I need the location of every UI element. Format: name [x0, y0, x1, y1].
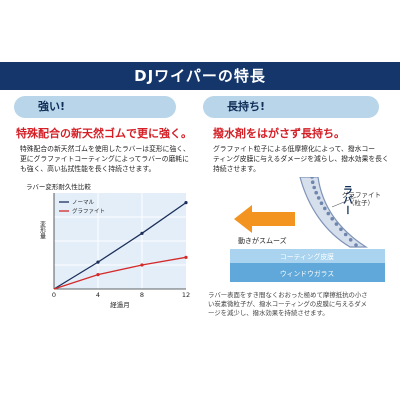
strength-body-line: も強く、高い払拭性能を長く持続させます。 [20, 165, 156, 173]
rubber-label: ラバー [341, 185, 353, 215]
longevity-badge: 長持ち! [203, 96, 379, 118]
x-tick-label: 12 [182, 291, 190, 299]
longevity-body-line: 持続させます。 [213, 165, 260, 173]
strength-body-line: 更にグラファイトコーティングによってラバーの磨耗に [20, 155, 189, 163]
strength-headline: 特殊配合の新天然ゴムで更に強く。 [16, 127, 192, 140]
series-point [184, 201, 188, 205]
graphite-particle [354, 243, 358, 247]
wiper-diagram: ラバー グラファイト （粒子） 動きがスムーズ コーティング皮膜 ウィンドウガラ… [230, 177, 385, 282]
graphite-particle [323, 206, 327, 211]
graphite-label-sub: （粒子） [348, 198, 374, 207]
strength-body: 特殊配合の新天然ゴムを使用したラバーは変形に強く、 更にグラファイトコーティング… [20, 144, 195, 174]
diagram-note-line: い炭素微粒子が、撥水コーティングの皮膜に与えるダメ [208, 300, 367, 308]
graphite-particle [326, 211, 331, 216]
strength-badge: 強い! [14, 96, 176, 118]
graphite-particle [319, 201, 324, 205]
series-line-graphite [53, 256, 187, 290]
glass-label: ウィンドウガラス [280, 269, 334, 278]
strength-badge-label: 強い! [38, 100, 66, 113]
rubber-strip [299, 177, 369, 248]
graphite-particles [310, 177, 358, 247]
longevity-body-line: ティング皮膜に与えるダメージを減らし、撥水効果を長く [213, 155, 389, 163]
graphite-particle [314, 190, 318, 195]
x-tick-label: 8 [140, 291, 144, 299]
series-point [184, 255, 188, 259]
graphite-particle [310, 180, 315, 184]
motion-arrow-icon [234, 205, 295, 233]
banner-title: DJワイパーの特長 [134, 67, 266, 85]
graphite-particle [312, 185, 316, 190]
series-point [140, 231, 144, 235]
strength-body-line: 特殊配合の新天然ゴムを使用したラバーは変形に強く、 [20, 145, 190, 153]
series-point [96, 273, 100, 277]
longevity-body: グラファイト粒子による低摩擦化によって、撥水コー ティング皮膜に与えるダメージを… [213, 144, 395, 174]
graphite-leader-line [331, 196, 357, 208]
motion-label: 動きがスムーズ [238, 236, 287, 245]
diagram-note-line: ージを減少し、撥水効果を持続させます。 [208, 309, 329, 317]
legend-label: グラファイト [72, 207, 105, 215]
glass-layer [230, 263, 385, 282]
x-tick-label: 4 [96, 291, 100, 299]
graphite-particle [334, 222, 339, 226]
graphite-label: グラファイト [342, 190, 381, 199]
chart-title: ラバー変形耐久性比較 [26, 183, 91, 191]
longevity-badge-label: 長持ち! [227, 100, 266, 113]
series-point [140, 263, 144, 267]
diagram-note: ラバー表面をすき間なくおおった極めて摩擦抵抗の小さ い炭素微粒子が、撥水コーティ… [208, 291, 394, 318]
legend-label: ノーマル [72, 199, 95, 206]
series-point [96, 260, 100, 264]
graphite-particle [343, 232, 348, 237]
series-line-normal [53, 202, 187, 290]
graphite-particle [330, 217, 334, 221]
graphite-particle [339, 227, 343, 232]
longevity-headline: 撥水剤をはがさず長持ち。 [213, 127, 345, 140]
graphite-particle [310, 177, 314, 179]
longevity-body-line: グラファイト粒子による低摩擦化によって、撥水コー [213, 145, 376, 153]
graphite-particle [348, 238, 353, 242]
coating-label: コーティング皮膜 [280, 252, 334, 261]
feature-banner: DJワイパーの特長 [0, 62, 400, 90]
graphite-particle [316, 196, 321, 200]
y-axis-label: 変形量 [39, 220, 46, 240]
x-tick-label: 0 [52, 291, 56, 299]
diagram-note-line: ラバー表面をすき間なくおおった極めて摩擦抵抗の小さ [208, 291, 368, 299]
x-axis-label: 経過月 [110, 300, 130, 309]
coating-layer [230, 249, 385, 263]
durability-chart: ラバー変形耐久性比較 0 4 8 12 経過月 変形量 ノーマル グラファイト [6, 181, 201, 311]
